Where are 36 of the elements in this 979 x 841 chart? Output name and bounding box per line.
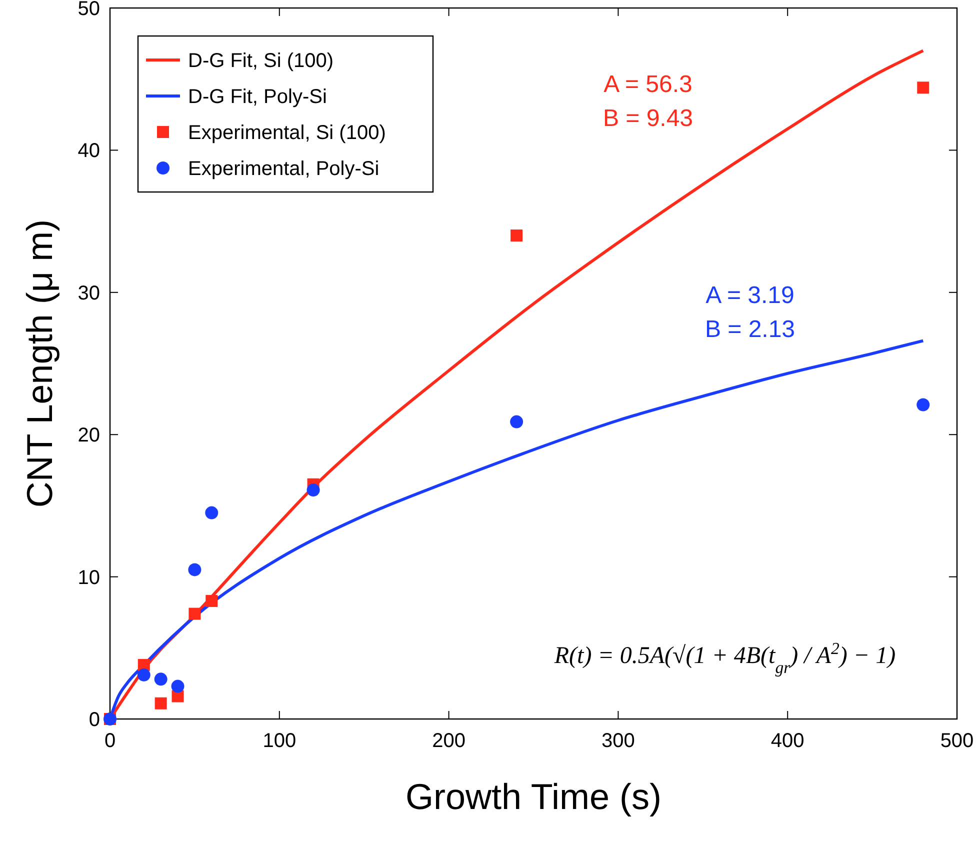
legend-label: D-G Fit, Si (100) <box>188 50 334 72</box>
annotation: B = 9.43 <box>602 105 694 132</box>
point <box>137 668 150 682</box>
point <box>917 82 930 94</box>
x-tick-label: 400 <box>770 730 804 752</box>
point <box>188 608 201 620</box>
point <box>188 563 202 576</box>
annotation: A = 56.3 <box>604 71 692 98</box>
x-tick-label: 500 <box>940 730 974 752</box>
y-tick-label: 40 <box>78 140 100 162</box>
y-tick-label: 50 <box>78 0 100 20</box>
point <box>306 484 320 497</box>
x-tick-label: 200 <box>432 730 466 752</box>
y-tick-label: 10 <box>78 566 100 589</box>
x-tick-label: 100 <box>262 730 296 752</box>
y-tick-label: 30 <box>78 282 100 304</box>
y-tick-label: 20 <box>78 424 100 447</box>
point <box>171 680 184 693</box>
point <box>154 697 167 710</box>
legend-label: Experimental, Poly-Si <box>188 158 380 180</box>
point <box>916 398 930 412</box>
x-tick-label: 300 <box>602 730 635 752</box>
point <box>205 506 218 520</box>
annotation: A = 3.19 <box>706 282 794 309</box>
y-axis-title: CNT Length (μ m) <box>19 219 60 508</box>
annotation: R(t) = 0.5A(√(1 + 4B(t$_{gr}$) / A$^{2}$) − 1) <box>553 638 896 676</box>
x-axis-title: Growth Time (s) <box>405 776 662 817</box>
x-tick-label: 0 <box>104 730 116 752</box>
point <box>510 415 524 428</box>
point <box>154 672 168 686</box>
legend-label: Experimental, Si (100) <box>188 122 386 144</box>
annotation: B = 2.13 <box>704 316 796 343</box>
legend-label: D-G Fit, Poly-Si <box>188 86 327 108</box>
y-tick-label: 0 <box>88 709 100 731</box>
point <box>206 594 218 607</box>
point <box>510 230 523 242</box>
